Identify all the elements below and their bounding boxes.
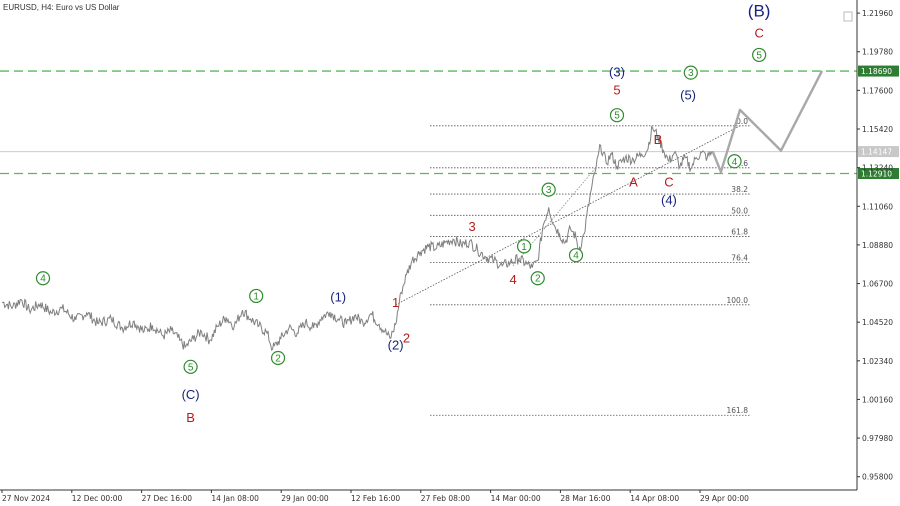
fib-level-label: 76.4 <box>731 254 748 263</box>
forecast-path <box>711 70 824 174</box>
wave-label-circle <box>727 154 742 169</box>
horizontal-levels: 1.18690 1.12910 1.14147 <box>0 65 899 179</box>
y-tick-label: 1.15420 <box>862 125 893 134</box>
wave-label: 4 <box>732 157 738 168</box>
wave-label: C <box>664 175 673 190</box>
wave-label: 2 <box>275 353 281 364</box>
wave-label: A <box>629 175 638 190</box>
fib-level-label: 38.2 <box>731 185 748 194</box>
x-tick-label: 27 Feb 08:00 <box>421 494 470 503</box>
wave-label-circle <box>183 359 198 374</box>
wave-label: 3 <box>546 185 552 196</box>
wave-label: 4 <box>40 274 46 285</box>
wave-label: B <box>654 132 663 147</box>
wave-label-circle <box>609 108 625 123</box>
fib-level-label: 61.8 <box>731 228 748 237</box>
wave-label: 1 <box>521 242 527 253</box>
x-tick-label: 28 Mar 16:00 <box>560 494 610 503</box>
y-tick-label: 1.21960 <box>862 9 893 18</box>
x-tick-label: 14 Jan 08:00 <box>211 494 259 503</box>
wave-label: 5 <box>188 362 194 373</box>
level-price-label: 1.12910 <box>861 169 892 178</box>
wave-label: 2 <box>403 330 410 345</box>
wave-label-circle <box>249 288 264 304</box>
x-tick-label: 14 Mar 00:00 <box>491 494 541 503</box>
wave-label-circle <box>541 182 556 197</box>
wave-label: (4) <box>661 192 677 207</box>
wave-label: 4 <box>573 251 579 262</box>
x-tick-label: 27 Dec 16:00 <box>142 494 193 503</box>
price-series <box>1 125 713 352</box>
y-tick-label: 1.04520 <box>862 318 893 327</box>
wave-label-circle <box>530 271 545 286</box>
fib-level-label: 100.0 <box>727 296 749 305</box>
wave-label: (3) <box>609 65 625 80</box>
y-tick-label: 1.08880 <box>862 241 893 250</box>
x-tick-label: 14 Apr 08:00 <box>630 494 679 503</box>
wave-labels: 45(C)B12(1) 12(2)34123455(3)ABC(4)(5)345C… <box>35 1 771 425</box>
y-tick-label: 1.06700 <box>862 280 893 289</box>
fib-level-label: 0.0 <box>736 117 748 126</box>
price-line <box>1 125 713 352</box>
y-tick-label: 1.19780 <box>862 48 893 57</box>
forecast-line <box>711 70 824 174</box>
wave-label: B <box>186 410 195 425</box>
y-tick-label: 0.95800 <box>862 473 893 482</box>
wave-label: (1) <box>330 290 346 305</box>
fib-level-label: 50.0 <box>731 206 748 215</box>
chart-corner-icon <box>843 11 853 22</box>
y-tick-label: 1.11060 <box>862 202 893 211</box>
chart-title: EURUSD, H4: Euro vs US Dollar <box>3 3 120 12</box>
wave-label-circle <box>683 65 698 80</box>
level-price-tag <box>858 167 899 179</box>
wave-label: 4 <box>510 272 517 287</box>
level-price-label: 1.18690 <box>861 67 892 76</box>
y-tick-label: 1.02340 <box>862 357 893 366</box>
current-price-tag <box>858 146 899 158</box>
x-tick-label: 12 Dec 00:00 <box>72 494 123 503</box>
wave-label: 2 <box>535 274 541 285</box>
x-tick-label: 29 Apr 00:00 <box>700 494 749 503</box>
wave-label: (2) <box>388 338 404 353</box>
wave-label-circle <box>516 239 532 254</box>
wave-label-circle <box>35 271 51 286</box>
wave-label: (B) <box>748 1 771 20</box>
wave-label: C <box>754 26 763 41</box>
y-tick-label: 0.97980 <box>862 434 893 443</box>
x-tick-label: 12 Feb 16:00 <box>351 494 400 503</box>
wave-label: 3 <box>688 68 694 79</box>
y-tick-label: 1.00160 <box>862 395 893 404</box>
wave-label: 5 <box>613 82 620 97</box>
y-tick-label: 1.13240 <box>862 164 893 173</box>
wave-label-circle <box>752 47 767 63</box>
wave-label: (C) <box>182 387 200 402</box>
wave-label: 1 <box>392 295 399 310</box>
x-tick-label: 29 Jan 00:00 <box>281 494 329 503</box>
y-tick-label: 1.17600 <box>862 86 893 95</box>
current-price-label: 1.14147 <box>861 148 892 157</box>
wave-label: (5) <box>680 88 696 103</box>
wave-label: 1 <box>253 291 259 302</box>
wave-label: 5 <box>614 111 620 122</box>
wave-label-circle <box>270 350 286 366</box>
wave-label-circle <box>568 248 584 263</box>
wave-label: 3 <box>469 219 476 234</box>
level-price-tag <box>858 65 899 77</box>
wave-label: 5 <box>756 50 762 61</box>
fib-level-label: 161.8 <box>727 406 749 415</box>
x-tick-label: 27 Nov 2024 <box>2 494 50 503</box>
